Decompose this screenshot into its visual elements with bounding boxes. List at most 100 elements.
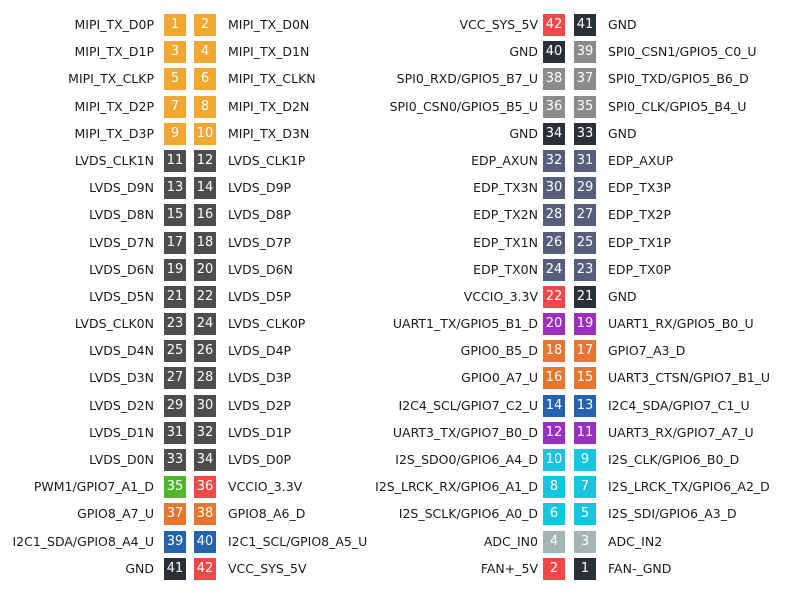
pin-label: GPIO8_A6_D [228, 506, 306, 522]
pin-row: MIPI_TX_CLKP 5 6 MIPI_TX_CLKN [0, 68, 400, 95]
pin-row: LVDS_D9N 13 14 LVDS_D9P [0, 177, 400, 204]
pin-row: LVDS_D6N 19 20 LVDS_D6N [0, 258, 400, 286]
pin-label: LVDS_D2P [228, 397, 292, 413]
pin-label: ADC_IN2 [608, 533, 663, 549]
pin-label: VCC_SYS_5V [228, 560, 307, 576]
pin-number: 19 [164, 258, 186, 281]
pin-number: 7 [574, 476, 596, 499]
pin-number: 32 [543, 149, 565, 172]
pin-label: FAN+_5V [480, 560, 538, 576]
pin-row: LVDS_D0N 33 34 LVDS_D0P [0, 449, 400, 476]
pin-row: VCCIO_3.3V 22 21 GND [400, 285, 800, 313]
pin-number: 20 [194, 258, 216, 281]
pin-number: 22 [543, 285, 565, 308]
pin-label: VCCIO_3.3V [228, 479, 303, 495]
pin-label: EDP_TX3P [608, 180, 672, 196]
pin-label: UART1_RX/GPIO5_B0_U [608, 316, 754, 332]
pin-label: GPIO8_A7_U [77, 506, 154, 522]
pin-number: 9 [164, 122, 186, 145]
pin-label: LVDS_D3P [228, 370, 292, 386]
pin-number: 9 [574, 449, 596, 471]
pin-row: LVDS_D2N 29 30 LVDS_D2P [0, 394, 400, 422]
pin-label: LVDS_D3N [89, 370, 154, 386]
pin-number: 1 [164, 14, 186, 36]
pin-row: I2C4_SCL/GPIO7_C2_U 14 13 I2C4_SDA/GPIO7_C1… [398, 394, 800, 422]
pin-number: 31 [164, 421, 186, 444]
pin-label: MIPI_TX_CLKN [228, 71, 316, 87]
pin-number: 6 [543, 503, 565, 526]
pin-row: VCC_SYS_5V 42 41 GND [400, 14, 800, 41]
pin-number: 5 [164, 68, 186, 91]
pin-number: 16 [543, 367, 565, 390]
pin-number: 13 [574, 394, 596, 417]
pin-row: GPIO0_B5_D 18 17 GPIO7_A3_D [400, 340, 800, 367]
pin-label: I2C1_SDA/GPIO8_A4_U [12, 533, 154, 549]
pin-row: EDP_AXUN 32 31 EDP_AXUP [400, 149, 800, 177]
pin-number: 23 [164, 313, 186, 336]
pin-label: LVDS_D6N [228, 261, 293, 277]
pin-number: 40 [194, 530, 216, 553]
pin-number: 35 [164, 476, 186, 499]
pin-label: EDP_TX0N [473, 261, 538, 277]
pin-row: LVDS_D5N 21 22 LVDS_D5P [0, 285, 400, 313]
pin-label: GND [509, 44, 538, 60]
pin-number: 17 [164, 231, 186, 254]
pin-row: GND 41 42 VCC_SYS_5V [0, 557, 400, 585]
pin-label: I2S_CLK/GPIO6_B0_D [608, 452, 740, 467]
pin-number: 5 [574, 503, 596, 526]
pin-label: LVDS_D9N [89, 180, 154, 196]
pin-label: LVDS_D6N [89, 261, 154, 277]
pin-number: 25 [164, 340, 186, 363]
pin-label: EDP_AXUP [608, 152, 674, 168]
pin-label: LVDS_D2N [89, 397, 154, 413]
pin-label: PWM1/GPIO7_A1_D [33, 479, 154, 495]
pin-row: LVDS_D3N 27 28 LVDS_D3P [0, 367, 400, 394]
pin-label: I2C4_SCL/GPIO7_C2_U [398, 397, 538, 413]
pin-number: 11 [164, 149, 186, 172]
pin-label: UART3_TX/GPIO7_B0_D [392, 424, 538, 440]
pin-number: 41 [574, 14, 596, 36]
pin-row: GND 34 33 GND [400, 122, 800, 150]
pin-label: EDP_AXUN [471, 152, 538, 168]
pin-number: 27 [574, 204, 596, 227]
pin-number: 38 [543, 68, 565, 91]
pin-number: 29 [574, 177, 596, 200]
pin-label: EDP_TX1P [608, 234, 672, 250]
pin-number: 12 [194, 149, 216, 172]
pin-label: LVDS_CLK1N [74, 152, 154, 168]
pin-number: 7 [164, 95, 186, 118]
pin-number: 39 [164, 530, 186, 553]
pin-label: GND [608, 17, 637, 32]
pin-number: 14 [194, 177, 216, 200]
pin-number: 13 [164, 177, 186, 200]
pin-label: LVDS_D1N [89, 424, 154, 440]
pin-label: GPIO7_A3_D [608, 343, 686, 359]
pin-number: 36 [543, 95, 565, 118]
pin-number: 31 [574, 149, 596, 172]
pin-row: LVDS_D4N 25 26 LVDS_D4P [0, 340, 400, 367]
pin-number: 40 [543, 41, 565, 64]
pin-number: 4 [194, 41, 216, 64]
pin-label: I2S_SCLK/GPIO6_A0_D [398, 506, 538, 522]
pin-label: LVDS_D8P [228, 207, 292, 223]
pin-row: MIPI_TX_D3P 9 10 MIPI_TX_D3N [0, 122, 400, 150]
pin-label: MIPI_TX_D0P [74, 17, 154, 32]
pin-number: 10 [543, 449, 565, 471]
pin-row: SPI0_CSN0/GPIO5_B5_U 36 35 SPI0_CLK/GPIO5_B… [390, 95, 800, 123]
pin-row: MIPI_TX_D0P 1 2 MIPI_TX_D0N [0, 14, 400, 41]
pin-row: UART3_TX/GPIO7_B0_D 12 11 UART3_RX/GPIO7_A7… [393, 421, 800, 449]
pin-label: MIPI_TX_D1P [74, 44, 154, 60]
pin-label: MIPI_TX_D2P [74, 98, 154, 114]
pin-label: EDP_TX2P [608, 207, 672, 223]
pin-row: I2S_SCLK/GPIO6_A0_D 6 5 I2S_SDI/GPIO6_A3_D [398, 503, 800, 530]
pin-row: LVDS_CLK1N 11 12 LVDS_CLK1P [0, 149, 400, 177]
pin-label: GPIO0_A7_U [461, 370, 538, 386]
pin-label: LVDS_CLK0P [228, 316, 306, 332]
pin-number: 41 [164, 557, 186, 580]
pin-label: MIPI_TX_D1N [228, 44, 310, 60]
pin-label: FAN-_GND [608, 560, 672, 576]
pin-number: 42 [194, 557, 216, 580]
pin-number: 30 [194, 394, 216, 417]
pin-label: I2S_SDI/GPIO6_A3_D [608, 506, 737, 522]
pin-number: 21 [164, 285, 186, 308]
